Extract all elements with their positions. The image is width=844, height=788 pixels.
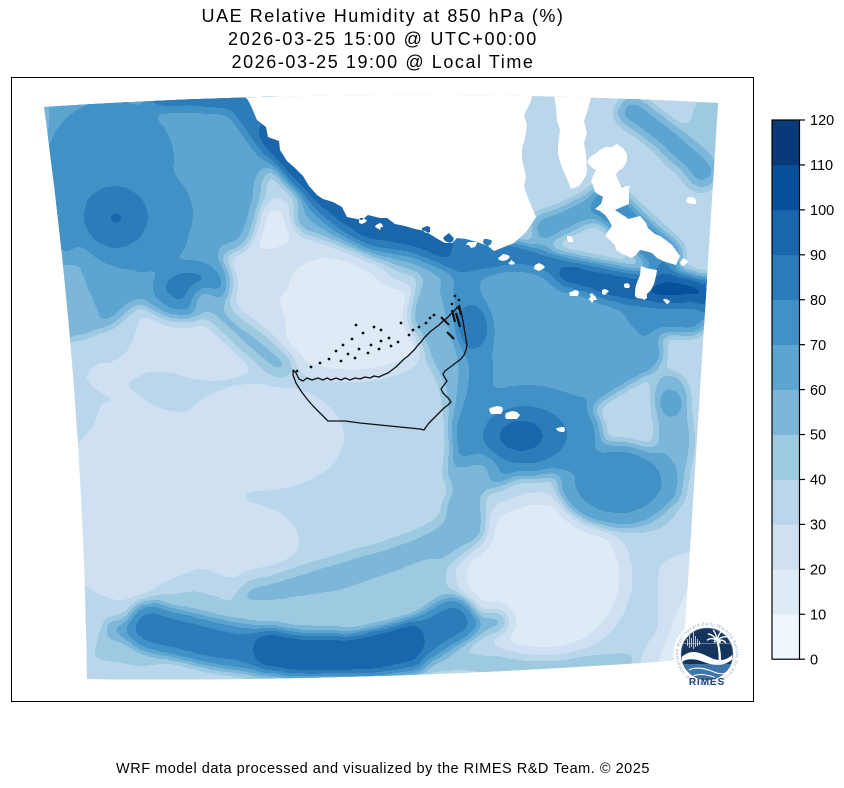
svg-text:20: 20 xyxy=(810,562,826,578)
svg-text:100: 100 xyxy=(810,203,834,219)
svg-text:0: 0 xyxy=(810,652,818,668)
svg-text:80: 80 xyxy=(810,293,826,309)
svg-text:60: 60 xyxy=(810,383,826,399)
svg-text:30: 30 xyxy=(810,517,826,533)
svg-text:90: 90 xyxy=(810,248,826,264)
svg-text:RIMES: RIMES xyxy=(689,677,725,688)
svg-text:40: 40 xyxy=(810,472,826,488)
svg-text:110: 110 xyxy=(810,158,833,174)
svg-text:10: 10 xyxy=(810,607,826,623)
svg-text:70: 70 xyxy=(810,338,826,354)
svg-text:50: 50 xyxy=(810,428,826,444)
svg-text:120: 120 xyxy=(810,113,834,129)
